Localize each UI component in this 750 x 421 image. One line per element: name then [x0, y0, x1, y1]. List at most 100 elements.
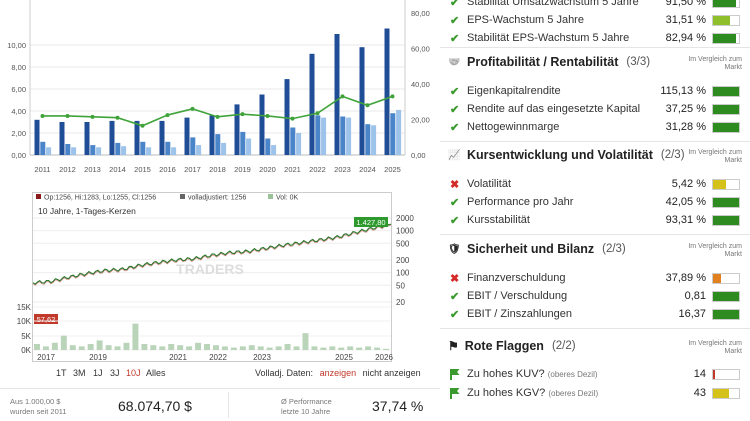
metric-row[interactable]: ✔ EBIT / Zinszahlungen 16,37 — [440, 306, 750, 324]
metric-row[interactable]: ✔ Nettogewinnmarge 31,28 % — [440, 119, 750, 137]
volume-bar — [257, 346, 264, 350]
bar — [259, 94, 265, 155]
metric-bar-fill — [713, 87, 739, 96]
metric-label: Stabilität EPS-Wachstum 5 Jahre — [467, 32, 630, 44]
flag-row[interactable]: Zu hohes KUV? (oberes Dezil) 14 — [440, 366, 750, 384]
start-price-box — [34, 314, 58, 324]
bar — [209, 115, 215, 155]
year-label: 2017 — [184, 165, 201, 174]
volume-bar — [150, 345, 157, 350]
metric-row[interactable]: ✖ Finanzverschuldung 37,89 % — [440, 270, 750, 288]
range-button-3j[interactable]: 3J — [110, 368, 120, 378]
flag-value: 43 — [693, 387, 706, 399]
metric-bar — [712, 122, 740, 133]
metric-row[interactable]: ✔ EPS-Wachstum 5 Jahre 31,51 % — [440, 12, 750, 30]
metric-value: 16,37 — [678, 308, 706, 320]
comparison-note: Im Vergleich zum Markt — [688, 243, 742, 258]
check-icon: ✔ — [450, 122, 460, 134]
metric-row[interactable]: ✖ Volatilität 5,42 % — [440, 176, 750, 194]
range-button-1j[interactable]: 1J — [93, 368, 103, 378]
metric-value: 31,51 % — [665, 14, 706, 26]
section-divider — [440, 328, 750, 329]
volume-bar — [293, 346, 300, 350]
bar — [96, 147, 102, 155]
section-count: (2/3) — [660, 149, 685, 161]
invest-label: Aus 1.000,00 $ wurden seit 2011 — [10, 397, 67, 417]
comparison-note: Im Vergleich zum Markt — [688, 56, 742, 71]
metric-row[interactable]: ✔ Stabilität EPS-Wachstum 5 Jahre 82,94 % — [440, 30, 750, 48]
flag-label-text: Zu hohes KUV? — [467, 368, 548, 380]
volume-bar — [168, 344, 175, 350]
metric-row[interactable]: ✔ Kursstabilität 93,31 % — [440, 212, 750, 230]
metric-row[interactable]: ✔ Eigenkapitalrendite 115,13 % — [440, 83, 750, 101]
price-line-shadow — [32, 224, 392, 286]
metric-bar — [712, 215, 740, 226]
year-label: 2015 — [134, 165, 151, 174]
bar — [315, 115, 321, 155]
bar — [365, 124, 371, 155]
metric-bar-fill — [713, 198, 739, 207]
volume-bar — [69, 345, 76, 350]
volume-bar — [311, 346, 318, 350]
volume-bar — [105, 345, 112, 350]
year-label: 2024 — [359, 165, 376, 174]
bar — [165, 141, 171, 155]
line-point — [215, 114, 220, 119]
flag-note: (oberes Dezil) — [548, 389, 599, 398]
bar — [290, 127, 296, 155]
metric-row[interactable]: ✔ Stabilität Umsatzwachstum 5 Jahre 91,50 … — [440, 0, 750, 12]
year-label: 2013 — [84, 165, 101, 174]
year-label: 2023 — [334, 165, 351, 174]
bar — [109, 120, 115, 155]
range-button-alles[interactable]: Alles — [146, 368, 166, 378]
volume-bar — [60, 335, 67, 350]
handshake-icon: 🤝 — [448, 56, 461, 68]
perf-label-line2: letzte 10 Jahre — [281, 407, 331, 416]
volume-bar — [320, 347, 327, 350]
bar — [184, 117, 190, 155]
metric-row[interactable]: ✔ Performance pro Jahr 42,05 % — [440, 194, 750, 212]
bar — [196, 145, 202, 155]
perf-label: Ø Performance letzte 10 Jahre — [281, 397, 332, 417]
invest-value: 68.074,70 $ — [118, 398, 192, 414]
metric-row[interactable]: ✔ Rendite auf das eingesetzte Kapital 37,2… — [440, 101, 750, 119]
year-label: 2025 — [384, 165, 401, 174]
bar — [334, 34, 340, 155]
volume-bar — [96, 340, 103, 350]
right-tick-label: 60,00 — [411, 45, 430, 54]
section-divider — [440, 234, 750, 235]
line-point — [390, 94, 395, 99]
metric-bar-fill — [713, 123, 739, 132]
bar — [190, 137, 196, 155]
check-icon: ✔ — [450, 0, 460, 9]
metric-label: Volatilität — [467, 178, 512, 190]
cross-icon: ✖ — [450, 179, 460, 191]
price-chart[interactable]: Op:1256, Hi:1283, Lo:1255, Cl:1256 vollad… — [0, 190, 440, 365]
line-point — [165, 113, 170, 118]
metric-bar-fill — [713, 292, 739, 301]
comparison-note: Im Vergleich zum Markt — [688, 340, 742, 355]
range-button-3m[interactable]: 3M — [73, 368, 86, 378]
range-button-10j[interactable]: 10J — [126, 368, 141, 378]
metric-row[interactable]: ✔ EBIT / Verschuldung 0,81 — [440, 288, 750, 306]
metric-label: Finanzverschuldung — [467, 272, 566, 284]
check-icon: ✔ — [450, 104, 460, 116]
x-tick-label: 2023 — [253, 353, 271, 362]
bar — [115, 142, 121, 155]
bar — [384, 28, 390, 155]
price-tick-label: 1000 — [396, 227, 414, 236]
volume-bar — [177, 345, 184, 350]
volume-tick-label: 10K — [17, 317, 32, 326]
range-button-1t[interactable]: 1T — [56, 368, 67, 378]
volume-bar — [383, 348, 389, 350]
volume-tick-label: 0K — [21, 346, 31, 355]
hide-link[interactable]: nicht anzeigen — [362, 368, 421, 378]
show-link[interactable]: anzeigen — [319, 368, 357, 378]
cross-icon: ✖ — [450, 273, 460, 285]
x-tick-label: 2019 — [89, 353, 107, 362]
flag-row[interactable]: Zu hohes KGV? (oberes Dezil) 43 — [440, 385, 750, 403]
metric-bar — [712, 273, 740, 284]
metric-value: 42,05 % — [665, 196, 706, 208]
price-tick-label: 100 — [396, 269, 410, 278]
volume-bar — [195, 342, 202, 350]
